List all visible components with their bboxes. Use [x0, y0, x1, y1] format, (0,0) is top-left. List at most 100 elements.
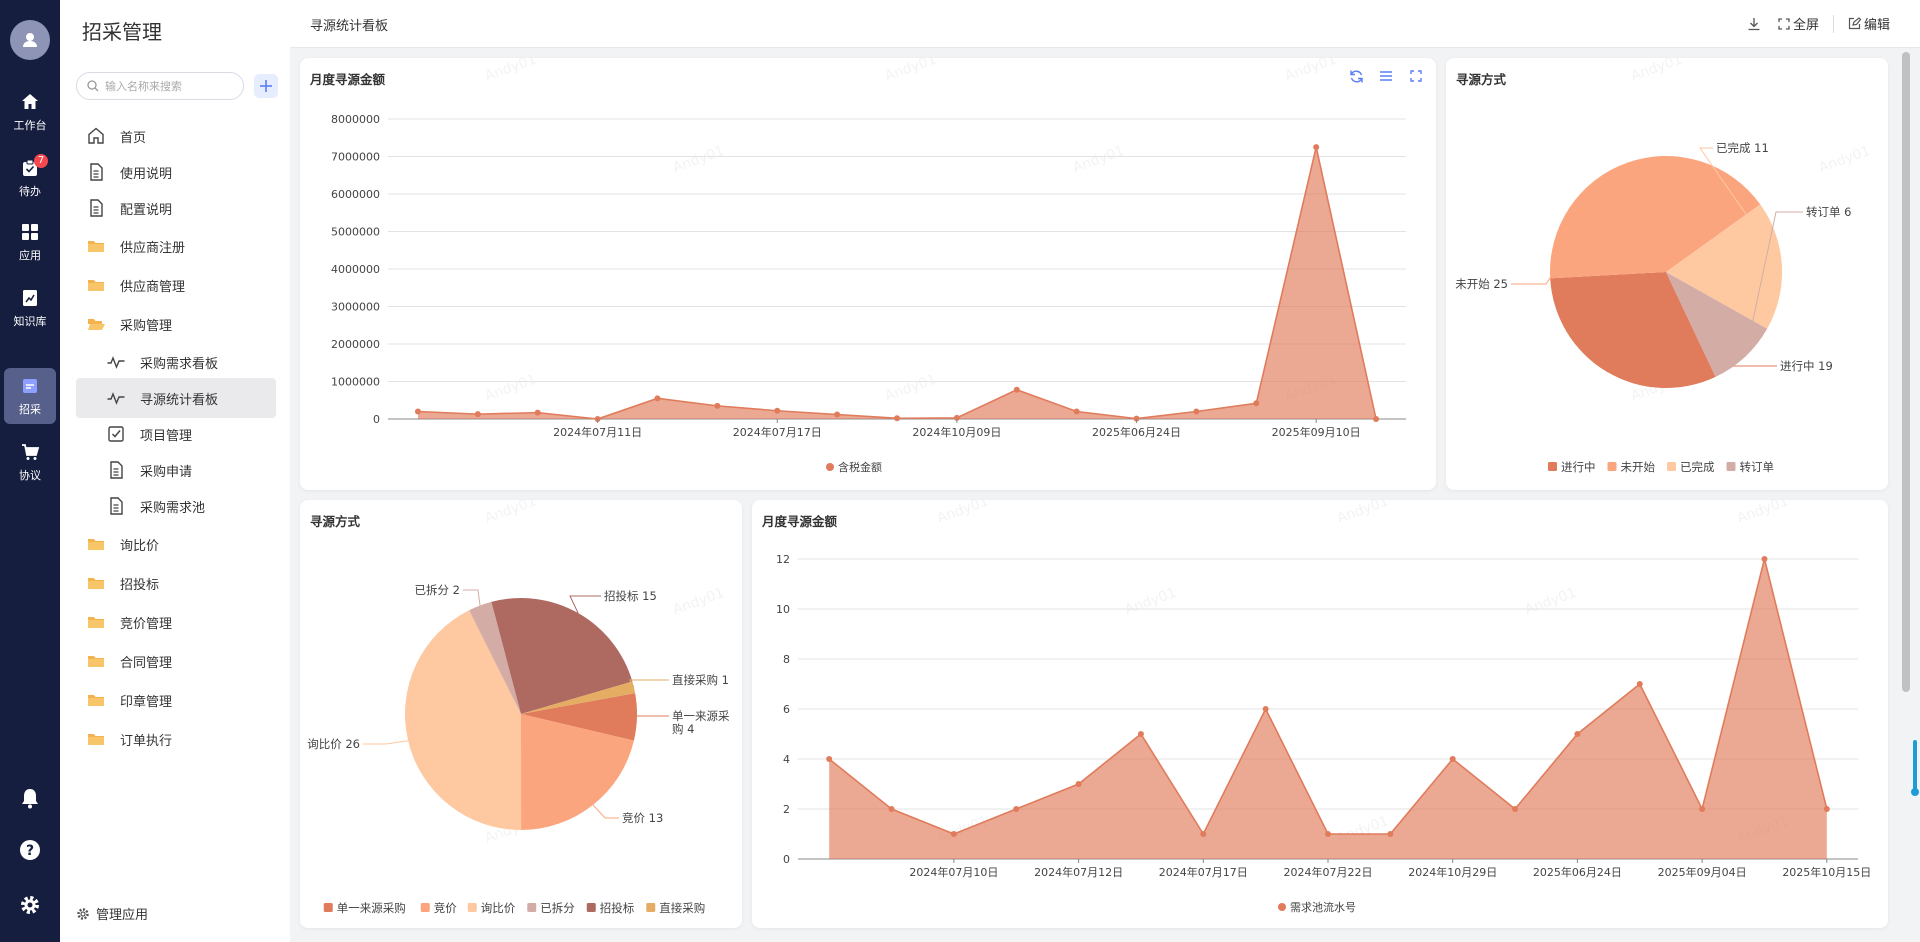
nav-item-procurement[interactable]: 招采 — [4, 368, 56, 424]
search-input[interactable] — [105, 79, 225, 93]
sidebar-item[interactable]: 竞价管理 — [76, 602, 276, 642]
data-point — [1073, 408, 1080, 415]
sidebar-item[interactable]: 配置说明 — [76, 188, 276, 228]
nav-item-label: 应用 — [19, 248, 41, 262]
x-tick-label: 2025年09月04日 — [1658, 865, 1747, 879]
watermark-text: Andy01 — [1735, 500, 1791, 527]
legend: 含税金额 — [826, 460, 882, 474]
chart-card-monthly-amount: Andy01 Andy01 Andy01 Andy01 Andy01 Andy01 Andy… — [300, 58, 1436, 490]
sidebar-item[interactable]: 采购需求看板 — [76, 342, 276, 382]
sidebar-item[interactable]: 采购申请 — [76, 450, 276, 490]
x-tick-label: 2024年07月12日 — [1034, 865, 1123, 879]
bell-icon[interactable] — [18, 786, 42, 810]
chart-card-demand-pool: Andy01 Andy01 Andy01 Andy01 Andy01 Andy01 Andy… — [752, 500, 1888, 928]
sidebar-item[interactable]: 项目管理 — [76, 414, 276, 454]
fullscreen-label: 全屏 — [1792, 18, 1819, 33]
scroll-indicator[interactable] — [1911, 740, 1919, 798]
home-outline-icon — [86, 126, 106, 146]
expand-icon[interactable] — [1408, 68, 1424, 84]
edit-label: 编辑 — [1863, 18, 1890, 33]
label-leader-line — [569, 595, 601, 614]
folder-open-icon — [86, 314, 106, 334]
sidebar-item[interactable]: 采购管理 — [76, 304, 276, 344]
nav-item-todo[interactable]: 待办 7 — [4, 150, 56, 206]
list-icon[interactable] — [1378, 68, 1394, 84]
sidebar-item[interactable]: 印章管理 — [76, 680, 276, 720]
refresh-icon[interactable] — [1348, 68, 1364, 84]
edit-button[interactable]: 编辑 — [1848, 14, 1890, 33]
nav-item-home[interactable]: 工作台 — [4, 84, 56, 140]
legend-label: 直接采购 — [659, 901, 705, 915]
x-tick-label: 2024年10月29日 — [1408, 865, 1497, 879]
nav-item-label: 待办 — [19, 184, 41, 198]
pie-slice — [1666, 272, 1768, 377]
sidebar-item-label: 使用说明 — [120, 166, 173, 182]
legend-marker — [586, 903, 596, 912]
y-tick-label: 8000000 — [331, 113, 380, 126]
user-avatar[interactable] — [10, 20, 50, 60]
y-tick-label: 4000000 — [331, 263, 380, 276]
slice-label: 已拆分 2 — [415, 583, 460, 597]
slice-label: 已完成 11 — [1716, 141, 1769, 155]
watermark-text: Andy01 — [1123, 585, 1179, 618]
fullscreen-button[interactable]: 全屏 — [1778, 14, 1819, 33]
sidebar: 招采管理 首页使用说明配置说明供应商注册供应商管理采购管理采购需求看板寻源统计看… — [60, 0, 290, 942]
label-leader-line — [592, 804, 619, 819]
sidebar-item-label: 合同管理 — [120, 655, 173, 671]
sidebar-title: 招采管理 — [82, 20, 162, 44]
slice-label: 转订单 6 — [1806, 205, 1851, 219]
manage-app-link[interactable]: 管理应用 — [76, 904, 148, 923]
procurement-icon — [23, 378, 37, 393]
pie-slice — [491, 598, 633, 714]
nav-item-label: 协议 — [19, 468, 41, 482]
sidebar-item[interactable]: 寻源统计看板 — [76, 378, 276, 418]
slice-label: 询比价 26 — [307, 737, 360, 751]
sidebar-item[interactable]: 首页 — [76, 116, 276, 156]
data-point — [1373, 416, 1380, 422]
search-box[interactable] — [76, 72, 244, 100]
sidebar-item[interactable]: 供应商管理 — [76, 265, 276, 305]
download-button[interactable] — [1747, 17, 1764, 31]
watermark-text: Andy01 — [935, 500, 991, 527]
legend-marker — [646, 903, 656, 912]
sidebar-item[interactable]: 合同管理 — [76, 641, 276, 681]
nav-item-cart[interactable]: 协议 — [4, 434, 56, 490]
document-icon — [106, 496, 126, 516]
plus-icon — [260, 80, 272, 92]
help-icon[interactable]: ? — [18, 838, 42, 862]
sidebar-item[interactable]: 询比价 — [76, 524, 276, 564]
watermark-text: Andy01 — [1817, 143, 1873, 176]
pie-slice — [521, 714, 634, 830]
label-leader-line — [363, 740, 409, 745]
data-point — [1200, 831, 1207, 837]
nav-item-knowledge[interactable]: 知识库 — [4, 280, 56, 336]
page-scrollbar[interactable] — [1902, 52, 1910, 692]
legend-label: 招投标 — [600, 901, 635, 915]
sidebar-item[interactable]: 招投标 — [76, 563, 276, 603]
nav-item-apps[interactable]: 应用 — [4, 214, 56, 270]
edit-icon — [1848, 17, 1861, 30]
data-point — [826, 756, 833, 762]
data-point — [950, 831, 957, 837]
legend-marker — [1278, 903, 1286, 911]
add-button[interactable] — [254, 74, 278, 98]
slice-label: 竞价 13 — [622, 811, 663, 825]
data-point — [1387, 831, 1394, 837]
sidebar-item-label: 招投标 — [120, 577, 160, 593]
sidebar-item[interactable]: 采购需求池 — [76, 486, 276, 526]
series-line — [417, 146, 1377, 420]
checkbox-icon — [106, 424, 126, 444]
sidebar-item[interactable]: 订单执行 — [76, 719, 276, 759]
settings-icon[interactable] — [18, 893, 42, 917]
sidebar-item-label: 寻源统计看板 — [140, 392, 219, 408]
sidebar-item[interactable]: 供应商注册 — [76, 226, 276, 266]
legend-marker — [323, 903, 333, 912]
sidebar-item[interactable]: 使用说明 — [76, 152, 276, 192]
x-tick-label: 2024年07月22日 — [1284, 865, 1373, 879]
chart-title: 寻源方式 — [1456, 72, 1507, 87]
svg-text:?: ? — [26, 843, 34, 859]
page-title: 寻源统计看板 — [310, 19, 389, 34]
